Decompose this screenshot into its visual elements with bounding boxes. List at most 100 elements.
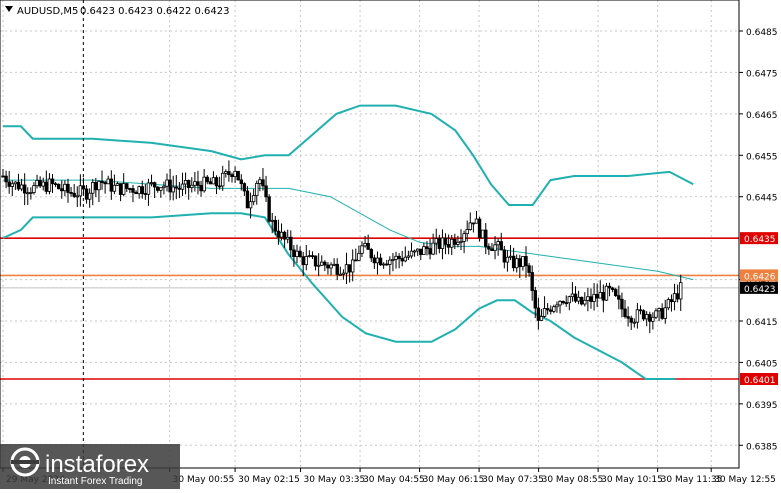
candle-body xyxy=(208,181,213,185)
candle-body xyxy=(344,264,349,274)
candle-body xyxy=(217,185,222,188)
candle-body xyxy=(224,171,228,174)
candle-body xyxy=(589,296,593,302)
candle-body xyxy=(97,180,101,191)
candle-body xyxy=(10,183,14,187)
candle-body xyxy=(363,243,367,247)
candle-body xyxy=(428,248,432,255)
candle-body xyxy=(651,316,655,322)
candle-body xyxy=(604,285,609,301)
candle-body xyxy=(412,250,417,253)
candle-body xyxy=(307,255,312,258)
candle-body xyxy=(394,255,398,260)
watermark-tagline: Instant Forex Trading xyxy=(48,476,143,487)
candle-body xyxy=(626,316,630,319)
candle-body xyxy=(298,250,302,258)
candle-body xyxy=(44,181,49,192)
candle-body xyxy=(239,179,243,185)
candle-body xyxy=(186,179,191,189)
candle-body xyxy=(635,309,640,323)
candle-body xyxy=(7,181,11,187)
x-tick-label: 30 May 08:55 xyxy=(542,475,604,485)
candle-body xyxy=(112,184,117,192)
candle-body xyxy=(515,258,519,269)
x-tick-label: 30 May 00:55 xyxy=(173,475,235,485)
y-tick-label: 0.6465 xyxy=(746,111,778,121)
candle-body xyxy=(648,314,652,322)
candle-body xyxy=(313,255,318,267)
candle-body xyxy=(357,252,361,261)
candle-body xyxy=(644,314,649,320)
candle-body xyxy=(437,238,442,249)
candle-body xyxy=(579,296,584,305)
candle-body xyxy=(115,183,120,186)
y-tick-label: 0.6395 xyxy=(746,401,778,411)
candle-body xyxy=(499,241,503,251)
candle-body xyxy=(202,176,206,192)
candle-body xyxy=(360,245,364,254)
candle-body xyxy=(558,300,562,306)
candle-body xyxy=(72,192,76,197)
candle-body xyxy=(332,263,336,266)
candle-body xyxy=(530,272,534,291)
candle-body xyxy=(415,248,420,252)
candle-body xyxy=(205,176,209,183)
y-tick-label: 0.6425 xyxy=(746,277,778,287)
candle-body xyxy=(4,175,8,183)
candle-body xyxy=(251,195,256,203)
candle-body xyxy=(552,306,556,312)
candle-body xyxy=(87,192,92,200)
candle-body xyxy=(125,183,129,189)
candle-body xyxy=(629,317,633,323)
level-price-tag xyxy=(740,373,778,385)
candle-body xyxy=(555,304,559,308)
candle-body xyxy=(511,255,516,269)
candle-body xyxy=(484,229,488,247)
candle-body xyxy=(459,240,463,243)
symbol-timeframe: AUDUSD,M5 xyxy=(17,6,78,17)
candle-body xyxy=(143,193,148,195)
candle-body xyxy=(165,179,169,187)
candle-body xyxy=(434,238,438,244)
x-tick-label: 30 May 07:35 xyxy=(482,475,544,485)
y-tick-label: 0.6405 xyxy=(746,359,778,369)
candle-body xyxy=(326,264,330,269)
candle-body xyxy=(381,263,386,266)
candle-body xyxy=(26,192,30,195)
candle-body xyxy=(583,299,587,305)
candle-body xyxy=(480,229,485,239)
candle-body xyxy=(397,255,401,259)
candle-body xyxy=(211,177,216,185)
plot-frame xyxy=(0,0,740,469)
candle-body xyxy=(214,177,219,187)
candle-body xyxy=(258,179,262,184)
chart-header: AUDUSD,M5 0.6423 0.6423 0.6422 0.6423 xyxy=(5,6,230,17)
y-tick-label: 0.6485 xyxy=(746,28,778,38)
candle-body xyxy=(536,307,541,321)
x-tick-label: 30 May 11:35 xyxy=(661,475,723,485)
candle-body xyxy=(666,299,671,309)
x-tick-label: 30 May 02:15 xyxy=(238,475,300,485)
candle-body xyxy=(38,179,42,187)
candle-body xyxy=(91,182,95,194)
candle-body xyxy=(335,263,339,275)
candle-body xyxy=(453,238,457,245)
candle-body xyxy=(292,249,296,257)
candle-body xyxy=(134,191,138,195)
candle-body xyxy=(41,181,45,187)
candle-body xyxy=(675,293,680,300)
candle-body xyxy=(654,310,658,318)
x-tick-label: 30 May 06:15 xyxy=(423,475,485,485)
candle-body xyxy=(598,292,602,299)
x-tick-label: 30 May 10:15 xyxy=(601,475,663,485)
candle-body xyxy=(527,265,531,273)
candle-body xyxy=(53,183,58,186)
candle-body xyxy=(487,246,491,250)
candle-body xyxy=(468,222,472,230)
current-price-label: 0.6423 xyxy=(744,285,776,295)
candle-body xyxy=(100,180,104,183)
candle-body xyxy=(304,256,308,266)
